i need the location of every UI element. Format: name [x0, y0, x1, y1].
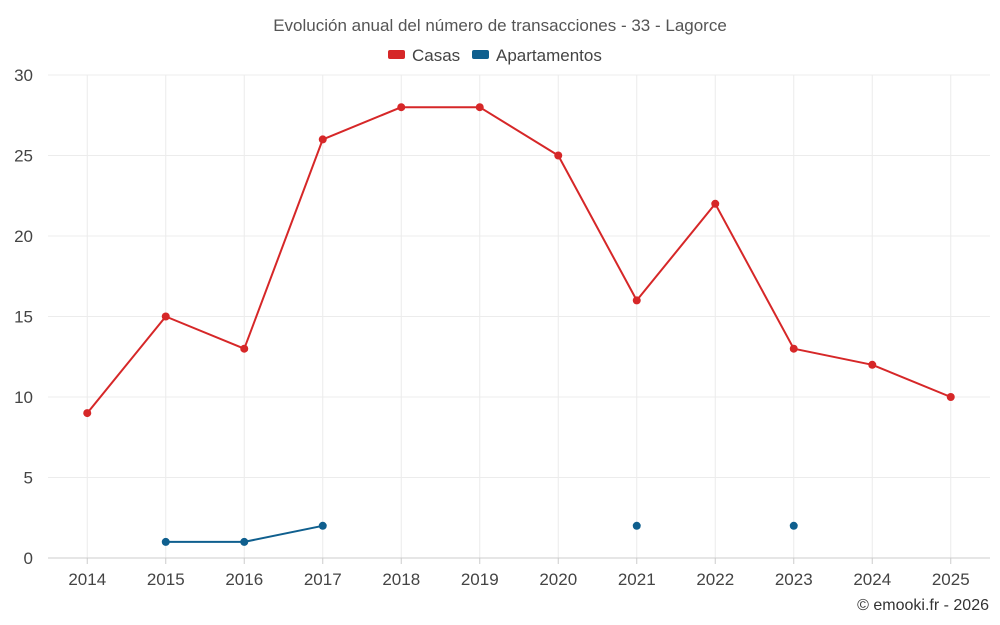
x-tick-label: 2020: [539, 570, 577, 589]
x-tick-label: 2017: [304, 570, 342, 589]
x-tick-label: 2019: [461, 570, 499, 589]
grid: [48, 74, 990, 558]
data-point-casas[interactable]: [554, 151, 563, 160]
data-point-apartamentos[interactable]: [318, 521, 327, 530]
legend-swatch-apartamentos: [472, 50, 489, 59]
y-tick-label: 0: [24, 549, 33, 568]
x-tick-label: 2018: [382, 570, 420, 589]
data-point-casas[interactable]: [632, 296, 641, 305]
data-point-casas[interactable]: [318, 135, 327, 144]
data-point-casas[interactable]: [711, 199, 720, 208]
data-point-casas[interactable]: [868, 360, 877, 369]
data-point-casas[interactable]: [83, 409, 92, 418]
legend-label-apartamentos[interactable]: Apartamentos: [496, 46, 602, 65]
series: [83, 103, 955, 546]
data-point-casas[interactable]: [946, 393, 955, 401]
y-tick-label: 20: [14, 227, 33, 246]
data-point-casas[interactable]: [475, 103, 484, 112]
y-tick-label: 10: [14, 388, 33, 407]
data-point-casas[interactable]: [161, 312, 170, 321]
legend-swatch-casas: [388, 50, 405, 59]
data-point-apartamentos[interactable]: [789, 521, 798, 530]
x-tick-label: 2022: [696, 570, 734, 589]
legend: Casas Apartamentos: [388, 46, 602, 65]
data-point-apartamentos[interactable]: [161, 537, 170, 546]
x-tick-label: 2025: [932, 570, 970, 589]
x-tick-label: 2015: [147, 570, 185, 589]
chart-title: Evolución anual del número de transaccio…: [273, 16, 727, 35]
data-point-casas[interactable]: [240, 344, 249, 353]
legend-label-casas[interactable]: Casas: [412, 46, 460, 65]
y-tick-label: 25: [14, 147, 33, 166]
x-tick-label: 2024: [853, 570, 891, 589]
data-point-apartamentos[interactable]: [240, 537, 249, 546]
x-tick-label: 2016: [225, 570, 263, 589]
x-tick-label: 2014: [68, 570, 106, 589]
data-point-casas[interactable]: [789, 344, 798, 353]
data-point-casas[interactable]: [397, 103, 406, 112]
series-line-casas: [86, 106, 952, 414]
x-tick-label: 2021: [618, 570, 656, 589]
y-tick-label: 30: [14, 66, 33, 85]
y-tick-label: 15: [14, 308, 33, 327]
y-tick-label: 5: [24, 469, 33, 488]
data-point-apartamentos[interactable]: [632, 521, 641, 530]
credit-text: © emooki.fr - 2026: [857, 597, 989, 614]
x-tick-label: 2023: [775, 570, 813, 589]
